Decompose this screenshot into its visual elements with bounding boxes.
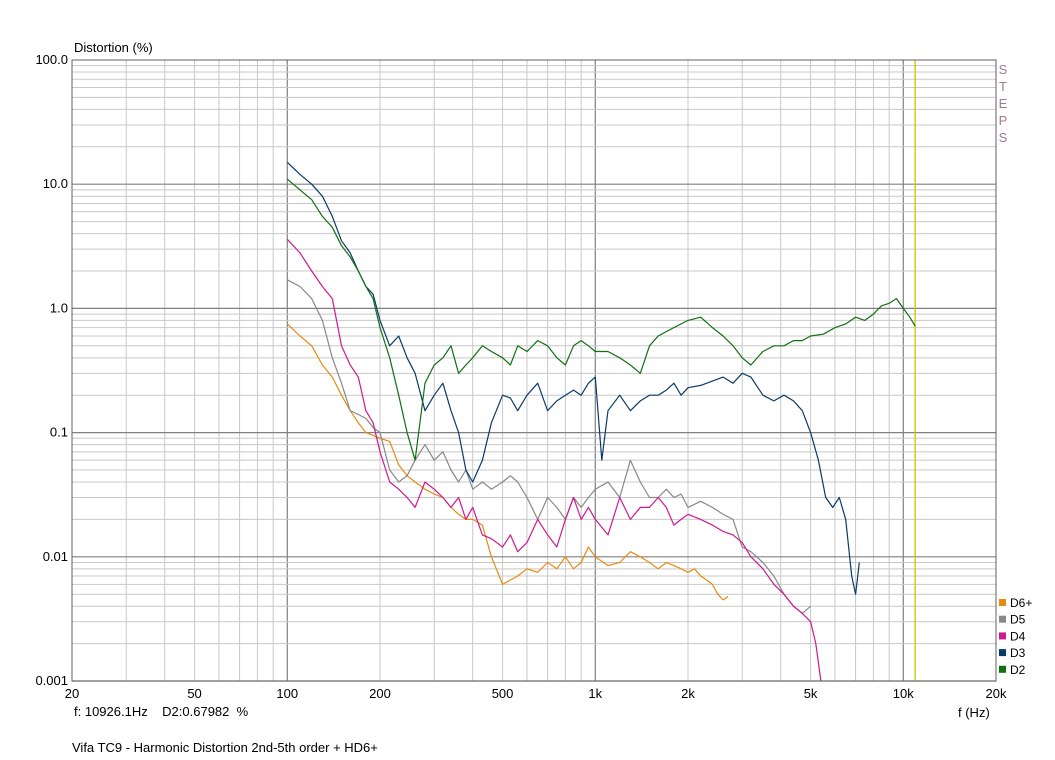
x-axis-label: f (Hz) <box>958 705 990 720</box>
legend-label: D5 <box>1010 613 1026 627</box>
x-tick-label: 2k <box>681 686 695 701</box>
series-line-d5 <box>287 279 811 615</box>
x-tick-label: 20k <box>986 686 1007 701</box>
x-tick-label: 1k <box>588 686 602 701</box>
cursor-readout: f: 10926.1Hz D2:0.67982 % <box>74 704 248 719</box>
series-line-d3 <box>286 161 860 595</box>
legend-swatch <box>999 649 1006 657</box>
legend-swatch <box>999 632 1006 640</box>
grid <box>71 60 997 682</box>
series-line-d4 <box>286 238 822 682</box>
series-line-d2 <box>286 178 916 461</box>
steps-letter: S <box>999 130 1008 145</box>
legend-label: D3 <box>1010 646 1026 660</box>
legend-label: D6+ <box>1010 596 1032 610</box>
steps-letter: S <box>999 62 1008 77</box>
y-tick-label: 0.1 <box>50 425 68 440</box>
x-tick-label: 5k <box>804 686 818 701</box>
x-tick-label: 20 <box>65 686 79 701</box>
plot-frame <box>71 59 997 682</box>
legend-swatch <box>999 665 1006 673</box>
legend: D6+ D5 D4 D3 D2 <box>999 596 1032 677</box>
y-tick-label: 10.0 <box>43 176 68 191</box>
y-tick-label: 0.01 <box>43 549 68 564</box>
y-tick-label: 0.001 <box>35 673 68 688</box>
x-tick-label: 100 <box>276 686 298 701</box>
y-tick-label: 1.0 <box>50 300 68 315</box>
readout-value: D2:0.67982 <box>162 704 230 719</box>
y-tick-label: 100.0 <box>35 52 68 67</box>
readout-unit: % <box>236 704 249 719</box>
y-axis-label: Distortion (%) <box>74 40 153 55</box>
readout-frequency: f: 10926.1Hz <box>74 704 148 719</box>
steps-letter: P <box>999 113 1008 128</box>
chart-caption: Vifa TC9 - Harmonic Distortion 2nd-5th o… <box>72 740 378 755</box>
x-tick-label: 200 <box>369 686 391 701</box>
x-tick-label: 50 <box>187 686 201 701</box>
series-group <box>286 161 916 682</box>
steps-letter: T <box>999 79 1007 94</box>
legend-swatch <box>999 599 1006 606</box>
legend-swatch <box>999 615 1006 623</box>
legend-label: D4 <box>1010 629 1026 643</box>
series-line-d6-plus <box>286 323 729 601</box>
steps-letter: E <box>999 96 1008 111</box>
x-tick-label: 500 <box>492 686 514 701</box>
legend-label: D2 <box>1010 663 1026 677</box>
x-tick-label: 10k <box>893 686 914 701</box>
